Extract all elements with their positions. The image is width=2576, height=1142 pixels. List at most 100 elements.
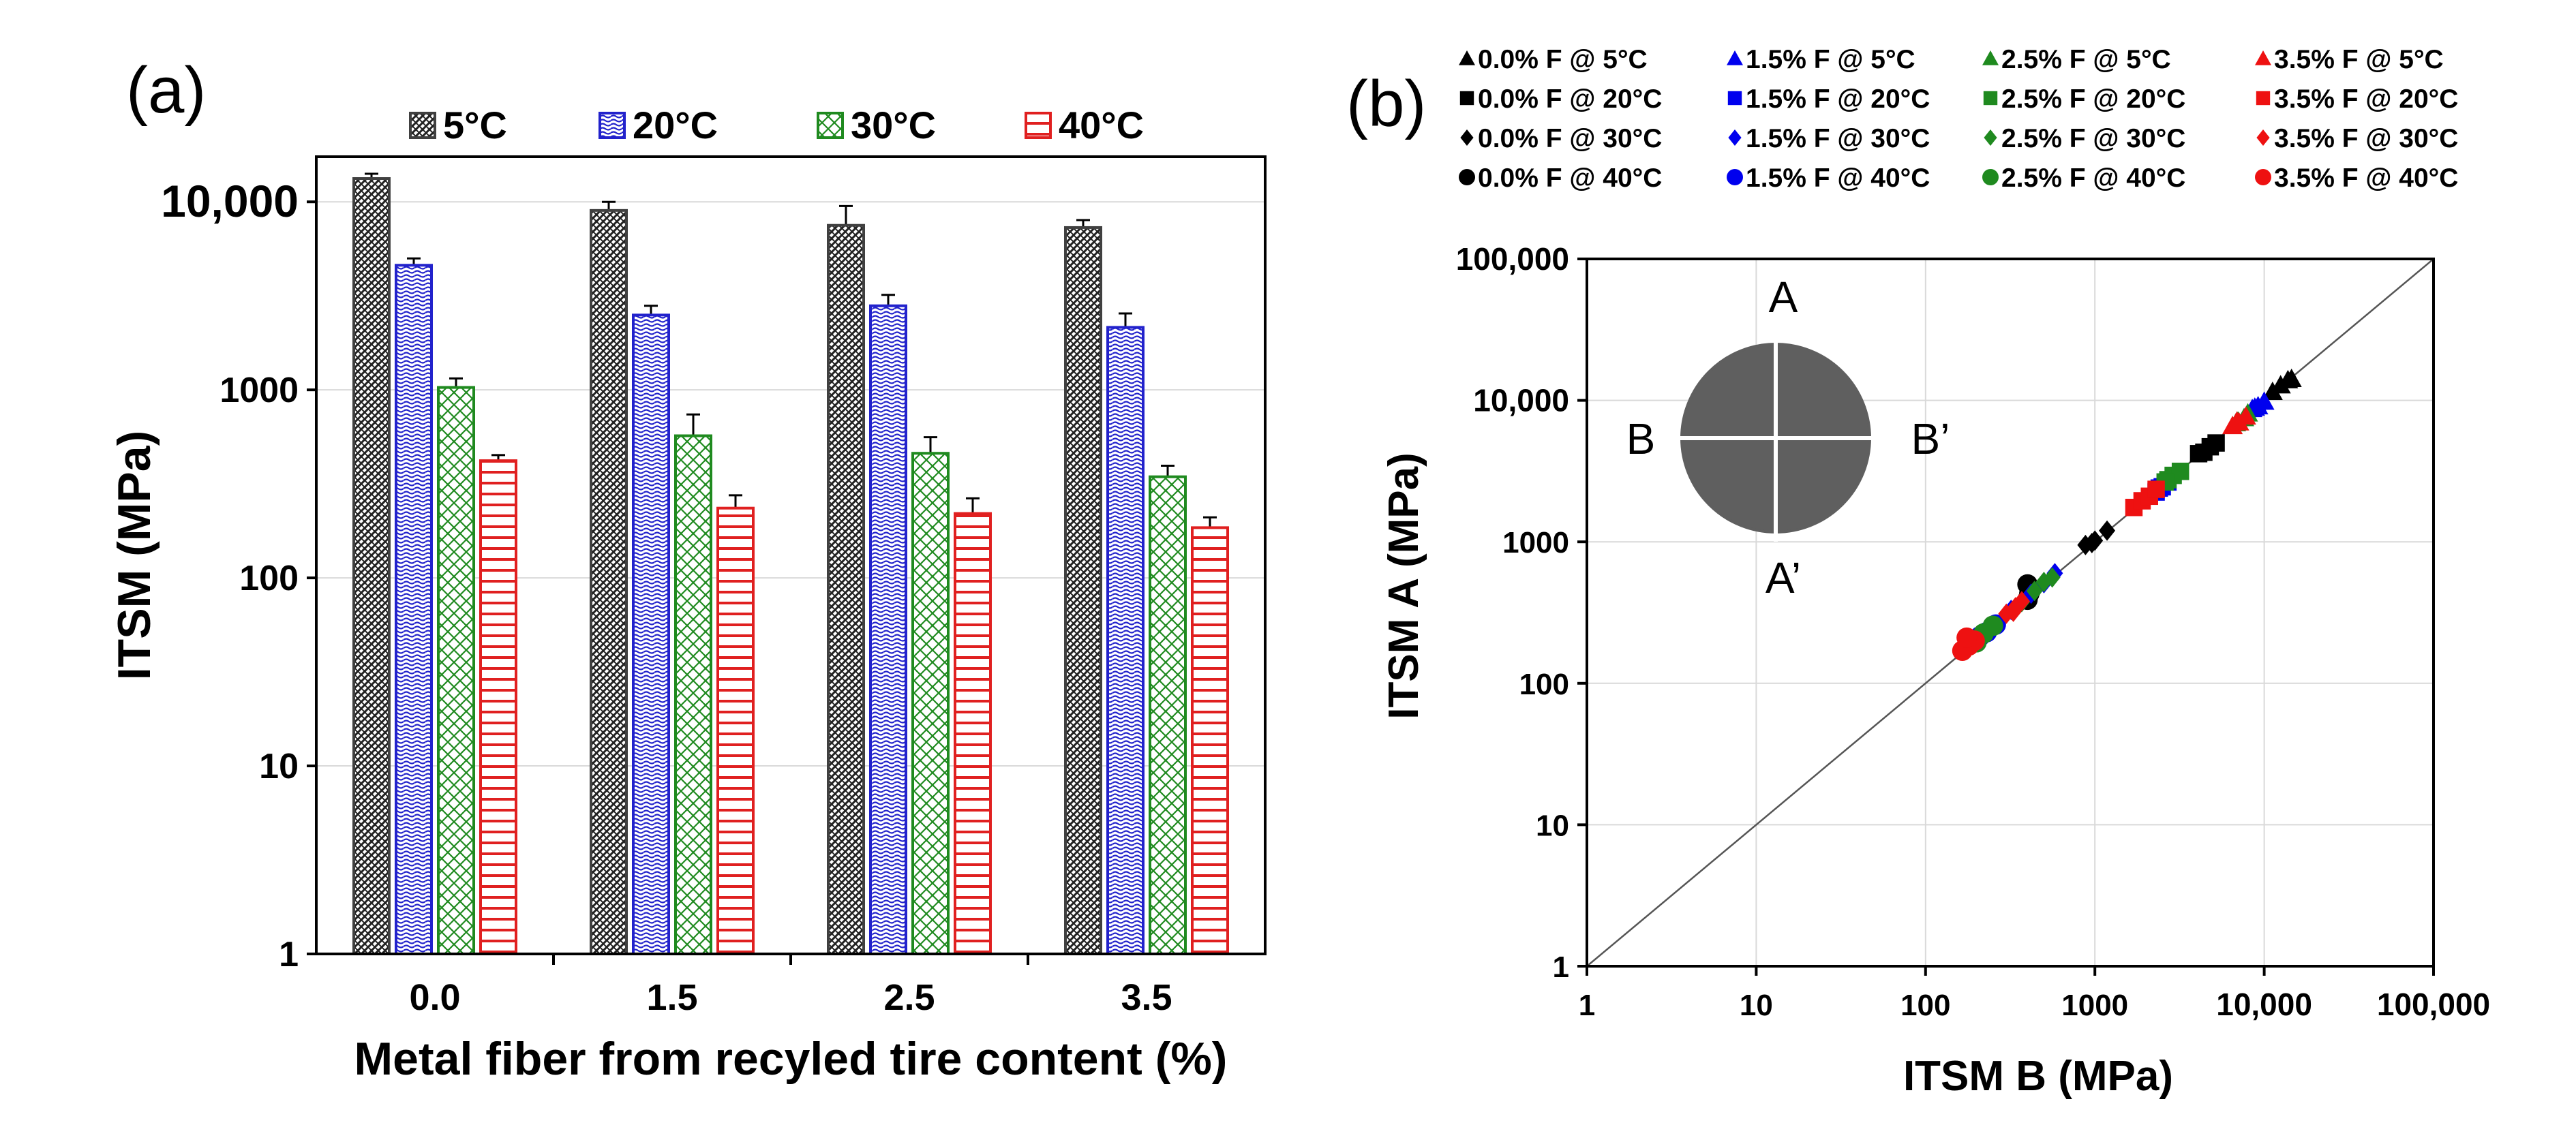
data-point [2171, 463, 2189, 480]
panel-b-y-tick-label: 1000 [1502, 526, 1569, 559]
legend-entry: 3.5% F @ 30°C [2274, 124, 2458, 153]
legend-marker [2255, 169, 2271, 185]
legend-swatch [1025, 112, 1052, 139]
bar-40c-0.0 [479, 459, 517, 955]
bar-30c-3.5 [1149, 475, 1187, 955]
legend-entry: 0.0% F @ 30°C [1478, 124, 1662, 153]
legend-entry: 0.0% F @ 5°C [1478, 45, 1648, 74]
legend-entry: 3.5% F @ 20°C [2274, 84, 2458, 114]
legend-entry: 1.5% F @ 5°C [1746, 45, 1915, 74]
data-point [2226, 411, 2247, 430]
panel-b-x-tick-label: 1 [1579, 989, 1595, 1022]
data-point [2147, 480, 2165, 498]
inset-label-right: B’ [1911, 414, 1950, 463]
legend-swatch [598, 112, 626, 139]
panel-b-y-tick-label: 10 [1536, 809, 1569, 842]
bar-30c-1.5 [674, 434, 712, 955]
panel-b-specimen-inset: A A’ B B’ [1626, 273, 1950, 602]
legend-entry: 40°C [1059, 104, 1144, 146]
panel-a-y-tick-label: 10 [259, 747, 299, 786]
panel-b-x-tick-label: 10,000 [2216, 987, 2312, 1022]
legend-entry: 3.5% F @ 5°C [2274, 45, 2444, 74]
data-point [2189, 445, 2208, 463]
legend-entry: 1.5% F @ 40°C [1746, 164, 1930, 193]
legend-marker [1727, 169, 1743, 185]
legend-entry: 3.5% F @ 40°C [2274, 164, 2458, 193]
panel-b-x-tick-label: 100,000 [2377, 987, 2490, 1022]
data-point [1956, 627, 1978, 648]
legend-marker [1459, 50, 1475, 65]
bar-20c-2.5 [869, 304, 907, 956]
panel-a-y-tick-label: 1 [279, 935, 299, 974]
legend-entry: 5°C [443, 104, 507, 146]
panel-b-y-tick-label: 10,000 [1473, 383, 1569, 418]
legend-entry: 2.5% F @ 40°C [2001, 164, 2185, 193]
legend-entry: 1.5% F @ 20°C [1746, 84, 1930, 114]
legend-marker [1727, 50, 1743, 65]
panel-a-x-tick-label: 1.5 [646, 977, 697, 1018]
data-point [2207, 434, 2225, 452]
bar-5c-1.5 [590, 209, 628, 955]
inset-label-bottom: A’ [1766, 553, 1801, 602]
legend-swatch [409, 112, 436, 139]
panel-a-legend: 5°C 20°C 30°C 40°C [409, 104, 1144, 146]
data-point [2262, 381, 2283, 400]
panel-b-ticks: 1 10 100 1000 10,000 100,000 1 10 100 1000 10,000 1… [1456, 241, 2490, 1022]
legend-marker [2256, 129, 2270, 146]
bar-30c-0.0 [437, 386, 475, 955]
data-point [2099, 520, 2116, 541]
panel-a-label: (a) [126, 54, 206, 127]
data-point [2005, 601, 2022, 622]
legend-marker [1983, 91, 1998, 106]
legend-marker [2255, 50, 2271, 65]
bar-20c-1.5 [632, 313, 670, 955]
panel-a-x-axis-label: Metal fiber from recyled tire content (%… [354, 1033, 1228, 1085]
bar-5c-2.5 [827, 223, 865, 956]
bar-5c-3.5 [1064, 226, 1102, 956]
legend-marker [1982, 169, 1999, 185]
panel-b-x-axis-label: ITSM B (MPa) [1903, 1053, 2173, 1100]
legend-swatch [817, 112, 844, 139]
legend-marker [2256, 91, 2271, 106]
bar-20c-3.5 [1106, 326, 1145, 955]
panel-a-ticks: 1 10 100 1000 10,000 0.0 1.5 2.5 3.5 [161, 176, 1172, 1018]
panel-a-plot-frame [315, 155, 1267, 955]
bar-40c-1.5 [716, 506, 755, 955]
bar-30c-2.5 [911, 452, 950, 955]
panel-a-x-tick-label: 3.5 [1121, 977, 1172, 1018]
panel-b-plot-frame [1586, 258, 2435, 968]
legend-marker [1727, 91, 1742, 106]
legend-marker [1728, 129, 1742, 146]
legend-entry: 2.5% F @ 5°C [2001, 45, 2171, 74]
data-point [2013, 591, 2030, 612]
panel-b-y-tick-label: 1 [1553, 951, 1569, 984]
bar-5c-0.0 [352, 177, 391, 955]
bar-40c-3.5 [1191, 526, 1229, 955]
panel-b-data-points [1952, 368, 2302, 661]
legend-marker [1459, 91, 1474, 106]
panel-b-scatter-plot: (b) A A’ B B’ 1 10 100 1000 10,000 100,000 1 10… [1346, 45, 2490, 1100]
legend-entry: 0.0% F @ 20°C [1478, 84, 1662, 114]
data-point [1982, 615, 2003, 636]
legend-entry: 1.5% F @ 30°C [1746, 124, 1930, 153]
bar-40c-2.5 [954, 512, 992, 955]
data-point [2281, 368, 2302, 387]
panel-b-y-axis-label: ITSM A (MPa) [1380, 452, 1427, 720]
panel-a-x-tick-label: 2.5 [883, 977, 935, 1018]
panel-b-y-tick-label: 100,000 [1456, 241, 1569, 277]
panel-a-y-tick-label: 1000 [219, 371, 299, 410]
data-point [2083, 533, 2100, 554]
data-point [2026, 581, 2043, 602]
panel-a-y-tick-label: 10,000 [161, 176, 299, 226]
panel-a-x-tick-label: 0.0 [409, 977, 460, 1018]
panel-a-y-axis-label: ITSM (MPa) [108, 431, 160, 680]
panel-b-x-tick-label: 100 [1900, 989, 1950, 1022]
legend-marker [1460, 129, 1474, 146]
panel-a-bar-chart: (a) 1 10 100 1000 10,000 0.0 1.5 2.5 3.5 5°C 20°C… [108, 54, 1267, 1085]
legend-marker [1984, 129, 1997, 146]
panel-a-y-tick-label: 100 [239, 559, 299, 598]
legend-marker [1459, 169, 1475, 185]
bar-20c-0.0 [395, 264, 433, 955]
panel-b-y-tick-label: 100 [1519, 668, 1569, 701]
